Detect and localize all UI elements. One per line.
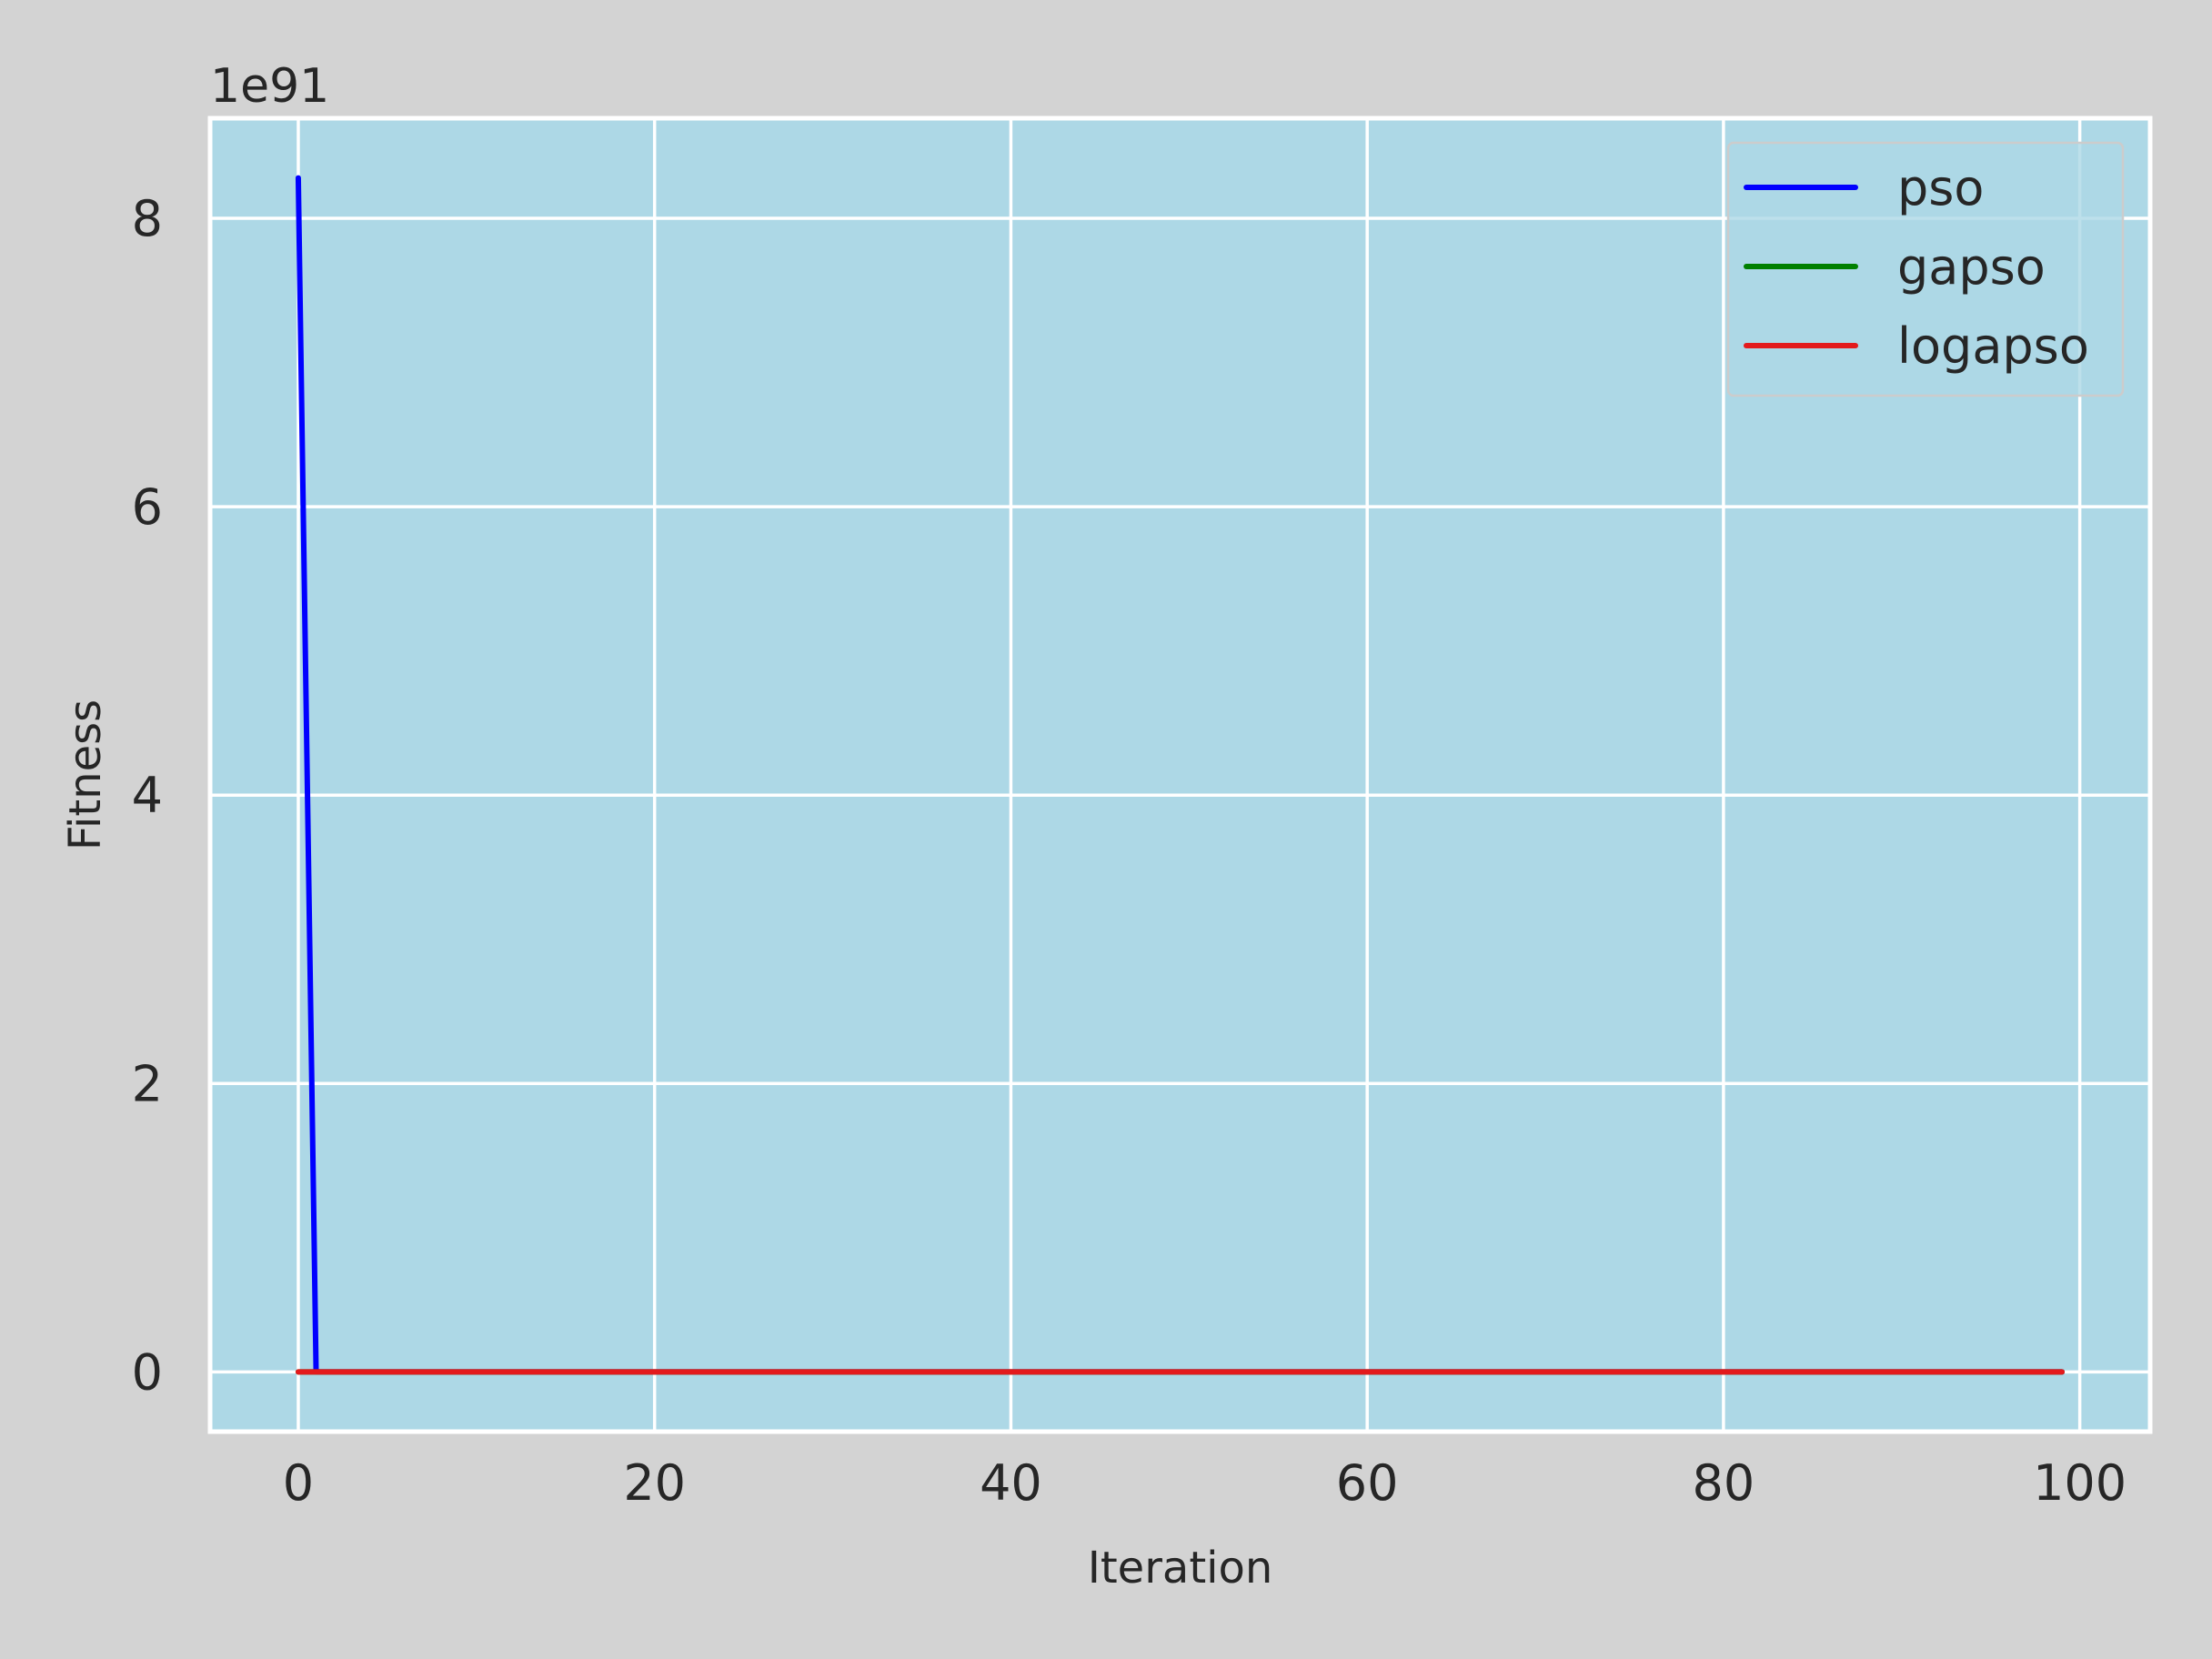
x-tick-label: 80 xyxy=(1693,1454,1755,1512)
x-tick-label: 20 xyxy=(623,1454,686,1512)
y-offset-label: 1e91 xyxy=(210,59,329,114)
y-tick-label: 4 xyxy=(132,767,163,824)
series-layer xyxy=(295,175,2066,1375)
y-tick-labels: 0 2 4 6 8 xyxy=(132,190,163,1401)
x-tick-labels: 0 20 40 60 80 100 xyxy=(283,1454,2127,1512)
y-axis-label: Fitness xyxy=(60,699,111,850)
x-tick-label: 0 xyxy=(283,1454,314,1512)
x-tick-label: 60 xyxy=(1336,1454,1399,1512)
plot-frame xyxy=(207,116,2153,1434)
legend: pso gapso logapso xyxy=(1726,141,2125,397)
x-tick-label: 100 xyxy=(2033,1454,2127,1512)
legend-label-pso: pso xyxy=(1897,159,1984,216)
y-tick-label: 6 xyxy=(132,478,163,536)
y-tick-label: 2 xyxy=(132,1055,163,1112)
legend-box xyxy=(1726,141,2125,397)
y-tick-label: 0 xyxy=(132,1343,163,1401)
x-tick-label: 40 xyxy=(980,1454,1042,1512)
x-axis-label: Iteration xyxy=(1088,1543,1273,1594)
y-tick-label: 8 xyxy=(132,190,163,247)
legend-label-logapso: logapso xyxy=(1897,317,2089,375)
legend-label-gapso: gapso xyxy=(1897,238,2046,296)
